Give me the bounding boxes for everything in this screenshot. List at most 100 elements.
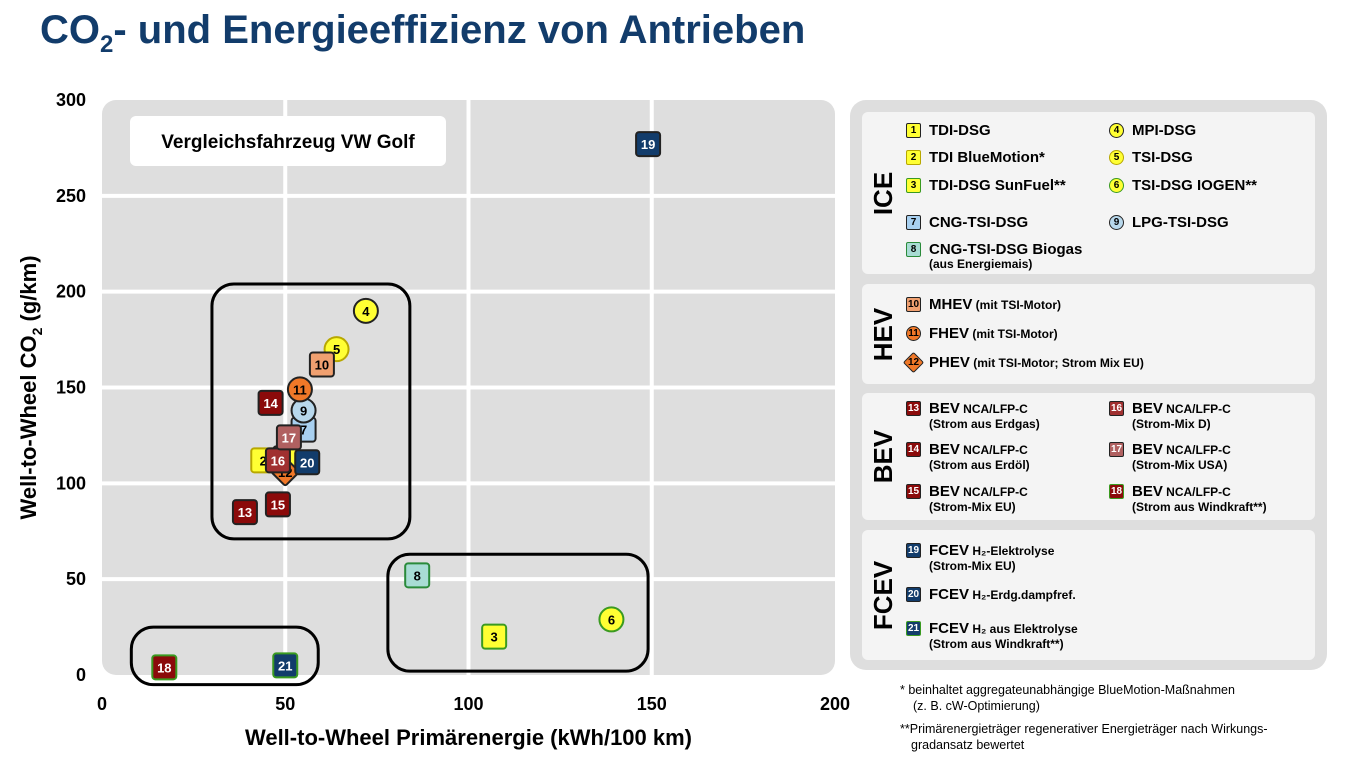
legend-item-name: BEV [1132, 483, 1163, 500]
legend-item-qualifier: NCA/LFP-C [959, 402, 1028, 416]
point-20: 20 [294, 449, 321, 476]
legend-marker-18: 18 [1109, 484, 1124, 499]
point-19: 19 [635, 131, 662, 158]
point-13-marker [231, 499, 258, 526]
legend-item-name: FCEV [929, 586, 970, 603]
point-6-marker [598, 606, 625, 633]
legend-item-21: 21 FCEV H₂ aus Elektrolyse (Strom aus Wind… [906, 620, 1078, 651]
legend-marker-17: 17 [1109, 442, 1124, 457]
point-16-label: 16 [271, 453, 285, 468]
point-4-marker [352, 297, 379, 324]
legend-item-qualifier: NCA/LFP-C [959, 443, 1028, 457]
point-10: 10 [308, 351, 335, 378]
legend-item-name: TSI-DSG [1132, 149, 1193, 166]
point-5-label: 5 [333, 342, 340, 357]
footnote-2: **Primärenergieträger regenerativer Ener… [900, 722, 1268, 752]
point-20-label: 20 [300, 455, 314, 470]
point-16: 16 [264, 447, 291, 474]
legend-item-qualifier: H₂-Erdg.dampfref. [969, 588, 1076, 602]
point-14: 14 [257, 389, 284, 416]
point-7-label: 7 [300, 423, 307, 438]
point-19-label: 19 [641, 137, 655, 152]
legend-item-qualifier: NCA/LFP-C [1162, 485, 1231, 499]
legend-item-5: 5 TSI-DSG [1109, 149, 1193, 166]
x-tick-label: 200 [820, 694, 850, 714]
legend-marker-10: 10 [906, 297, 921, 312]
legend-item-18: 18 BEV NCA/LFP-C (Strom aus Windkraft**) [1109, 483, 1267, 514]
point-9: 9 [290, 397, 317, 424]
y-tick-label: 200 [56, 282, 86, 302]
y-tick-label: 50 [66, 569, 86, 589]
legend-item-6: 6 TSI-DSG IOGEN** [1109, 177, 1257, 194]
legend-item-7: 7 CNG-TSI-DSG [906, 214, 1028, 231]
legend-item-name: BEV [929, 400, 960, 417]
point-21: 21 [272, 652, 299, 679]
x-tick-label: 100 [453, 694, 483, 714]
legend-marker-15: 15 [906, 484, 921, 499]
legend-item-15: 15 BEV NCA/LFP-C (Strom-Mix EU) [906, 483, 1028, 514]
footnote-1: * beinhaltet aggregateunabhängige BlueMo… [900, 683, 1235, 713]
point-6: 6 [598, 606, 625, 633]
y-tick-label: 250 [56, 186, 86, 206]
legend-item-12: 12 PHEV (mit TSI-Motor; Strom Mix EU) [902, 351, 1144, 374]
legend-marker-12: 12 [902, 351, 925, 374]
legend-item-17: 17 BEV NCA/LFP-C (Strom-Mix USA) [1109, 441, 1231, 472]
legend-item-name: PHEV [929, 354, 970, 371]
legend-item-qualifier: H₂-Elektrolyse [969, 544, 1055, 558]
legend-item-9: 9 LPG-TSI-DSG [1109, 214, 1229, 231]
legend-item-name: TSI-DSG IOGEN** [1132, 177, 1258, 194]
legend-item-subtitle: (Strom-Mix USA) [1132, 458, 1228, 472]
x-axis-label: Well-to-Wheel Primärenergie (kWh/100 km) [245, 725, 692, 750]
point-21-label: 21 [278, 658, 292, 673]
y-tick-label: 0 [76, 665, 86, 685]
legend-item-name: CNG-TSI-DSG [929, 214, 1029, 231]
point-14-label: 14 [263, 396, 278, 411]
point-15: 15 [264, 491, 291, 518]
legend-item-subtitle: (Strom-Mix D) [1132, 417, 1211, 431]
legend-item-subtitle: (Strom-Mix EU) [929, 500, 1016, 514]
point-11-label: 11 [293, 382, 307, 397]
legend-marker-11: 11 [906, 326, 921, 341]
legend-marker-4: 4 [1109, 123, 1124, 138]
point-8-marker [404, 562, 431, 589]
legend-item-2: 2 TDI BlueMotion* [906, 149, 1045, 166]
legend-item-name: FHEV [929, 325, 970, 342]
legend-marker-19: 19 [906, 543, 921, 558]
legend-item-3: 3 TDI-DSG SunFuel** [906, 177, 1066, 194]
cluster-box-3 [129, 625, 320, 687]
point-13-label: 13 [238, 505, 252, 520]
legend-panel-ice: ICE 1 TDI-DSG 4 MPI-DSG 2 TDI BlueMotion* 5 TSI… [862, 112, 1315, 274]
legend-item-subtitle: (Strom-Mix EU) [929, 559, 1016, 573]
legend-item-subtitle: (aus Energiemais) [929, 257, 1033, 271]
cluster-box-2 [386, 552, 650, 673]
point-20-marker [294, 449, 321, 476]
point-15-label: 15 [271, 497, 285, 512]
legend-marker-2: 2 [906, 150, 921, 165]
reference-label: Vergleichsfahrzeug VW Golf [161, 132, 415, 153]
legend-item-name: TDI-DSG SunFuel** [929, 177, 1066, 194]
legend-marker-13: 13 [906, 401, 921, 416]
point-9-label: 9 [300, 404, 307, 419]
legend-item-qualifier: H₂ aus Elektrolyse [969, 622, 1078, 636]
legend-item-name: BEV [1132, 400, 1163, 417]
point-6-label: 6 [608, 612, 615, 627]
legend-marker-5: 5 [1109, 150, 1124, 165]
legend-item-qualifier: (mit TSI-Motor) [969, 327, 1058, 341]
y-tick-label: 300 [56, 90, 86, 110]
legend-marker-8: 8 [906, 242, 921, 257]
page-title: CO2- und Energieeffizienz von Antrieben [40, 8, 806, 58]
legend-item-name: FCEV [929, 542, 970, 559]
point-3-marker [481, 623, 508, 650]
legend-item-name: LPG-TSI-DSG [1132, 214, 1229, 231]
legend-item-name: MHEV [929, 296, 973, 313]
y-tick-label: 150 [56, 378, 86, 398]
legend-item-subtitle: (Strom aus Erdöl) [929, 458, 1030, 472]
legend-item-19: 19 FCEV H₂-Elektrolyse (Strom-Mix EU) [906, 542, 1054, 573]
point-18-label: 18 [157, 660, 171, 675]
legend-marker-1: 1 [906, 123, 921, 138]
legend-item-name: CNG-TSI-DSG Biogas [929, 241, 1083, 258]
scatter-chart: 0 50 100 150 200 0 50 100 150 200 250 300 Well-to-Wh… [16, 90, 850, 750]
legend-marker-16: 16 [1109, 401, 1124, 416]
legend-panel-bev: BEV 13 BEV NCA/LFP-C (Strom aus Erdgas) 16 B… [862, 393, 1315, 520]
point-2-label: 2 [260, 453, 267, 468]
